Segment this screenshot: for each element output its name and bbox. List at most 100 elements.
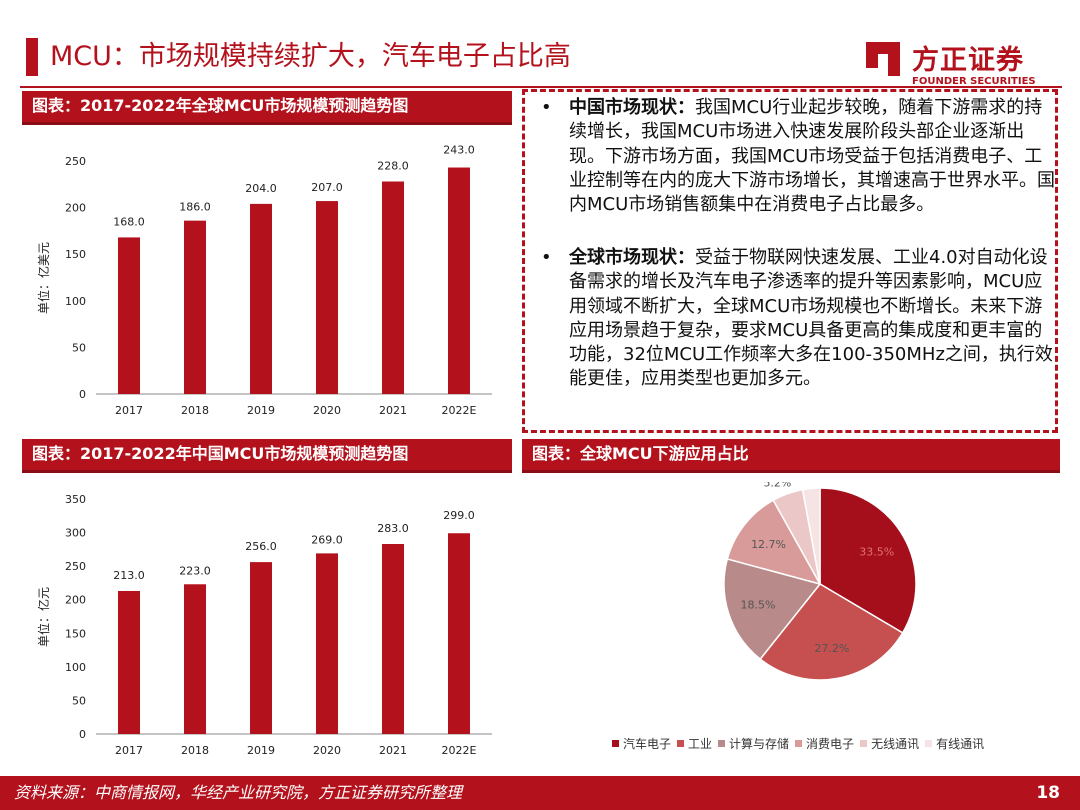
legend-item: 汽车电子 xyxy=(612,735,671,752)
x-tick-label: 2021 xyxy=(379,404,407,417)
bar xyxy=(250,562,272,734)
title-accent-bar xyxy=(26,38,38,76)
pie-slice xyxy=(723,558,822,661)
legend-label: 计算与存储 xyxy=(729,737,790,751)
legend-label: 工业 xyxy=(688,737,713,751)
logo-subtitle: FOUNDER SECURITIES xyxy=(912,76,1036,87)
y-tick-label: 200 xyxy=(65,594,86,607)
pie-data-label: 33.5% xyxy=(859,546,894,559)
page-number: 18 xyxy=(1036,783,1060,803)
data-label: 186.0 xyxy=(179,201,211,214)
bar xyxy=(382,543,404,734)
china-market-heading: 中国市场现状： xyxy=(569,97,695,118)
global-mcu-bar-chart: 0 50 100 150 200 250 单位：亿美元 2017 168.0 2018 186.0 2… xyxy=(36,144,492,417)
bar xyxy=(448,533,470,734)
y-tick-label: 350 xyxy=(65,493,86,506)
legend-swatch xyxy=(612,740,619,747)
pie-slice xyxy=(801,487,821,585)
china-market-text: 我国MCU行业起步较晚，随着下游需求的持续增长，我国MCU市场进入快速发展阶段头… xyxy=(569,97,1055,216)
legend-item: 消费电子 xyxy=(795,735,854,752)
mcu-application-pie-chart: 33.5%27.2%18.5%12.7%5.2%2.9% xyxy=(723,482,917,681)
data-label: 256.0 xyxy=(245,540,277,553)
x-tick-label: 2022E xyxy=(442,404,477,417)
legend-item: 无线通讯 xyxy=(860,735,919,752)
data-label: 269.0 xyxy=(311,533,343,546)
x-tick-label: 2019 xyxy=(247,744,275,757)
data-label: 207.0 xyxy=(311,181,343,194)
x-tick-label: 2018 xyxy=(181,404,209,417)
y-tick-label: 300 xyxy=(65,527,86,540)
bar xyxy=(184,584,206,734)
y-tick-label: 250 xyxy=(65,155,86,168)
legend-label: 汽车电子 xyxy=(623,737,672,751)
y-tick-label: 250 xyxy=(65,560,86,573)
bar xyxy=(250,203,272,394)
y-tick-label: 150 xyxy=(65,627,86,640)
legend-label: 消费电子 xyxy=(806,737,855,751)
bar xyxy=(184,220,206,394)
legend-swatch xyxy=(860,740,868,747)
legend-label: 有线通讯 xyxy=(936,737,985,751)
bar xyxy=(316,553,338,734)
title-divider xyxy=(20,86,1062,88)
pie-slice xyxy=(759,583,904,681)
y-tick-label: 100 xyxy=(65,661,86,674)
bullet-dot: • xyxy=(541,247,552,268)
legend-swatch xyxy=(925,740,933,747)
legend-swatch xyxy=(795,740,803,747)
legend-item: 工业 xyxy=(677,735,712,752)
y-tick-label: 150 xyxy=(65,248,86,261)
y-axis-label: 单位：亿美元 xyxy=(36,242,51,314)
legend-item: 有线通讯 xyxy=(925,735,984,752)
bar xyxy=(316,201,338,394)
y-tick-label: 100 xyxy=(65,295,86,308)
legend-swatch xyxy=(677,740,685,747)
x-tick-label: 2019 xyxy=(247,404,275,417)
bar xyxy=(118,237,140,394)
company-logo: 方正证券 FOUNDER SECURITIES xyxy=(862,36,1052,90)
data-label: 299.0 xyxy=(443,509,475,522)
x-tick-label: 2020 xyxy=(313,744,341,757)
bullet-dot: • xyxy=(541,97,552,118)
x-tick-label: 2017 xyxy=(115,744,143,757)
logo-mark-icon xyxy=(866,42,900,76)
bar xyxy=(382,181,404,394)
y-axis-label: 单位：亿元 xyxy=(36,587,51,647)
footer-bar: 资料来源：中商情报网，华经产业研究院，方正证券研究所整理 18 xyxy=(0,776,1080,810)
global-market-heading: 全球市场现状： xyxy=(569,247,695,268)
logo-name: 方正证券 xyxy=(912,45,1024,76)
legend-item: 计算与存储 xyxy=(718,735,789,752)
data-label: 204.0 xyxy=(245,182,277,195)
legend-label: 无线通讯 xyxy=(871,737,920,751)
bar xyxy=(448,167,470,394)
data-label: 283.0 xyxy=(377,522,409,535)
x-tick-label: 2020 xyxy=(313,404,341,417)
china-chart-title: 图表：2017-2022年中国MCU市场规模预测趋势图 xyxy=(22,439,512,473)
pie-data-label: 18.5% xyxy=(741,598,776,611)
data-label: 243.0 xyxy=(443,144,475,157)
global-market-text: 受益于物联网快速发展、工业4.0对自动化设备需求的增长及汽车电子渗透率的提升等因… xyxy=(569,247,1053,390)
china-mcu-bar-chart: 0 50 100 150 200 250 300 350 单位：亿元 2017 213.0 2018 2… xyxy=(36,493,492,757)
y-tick-label: 50 xyxy=(72,694,86,707)
x-tick-label: 2018 xyxy=(181,744,209,757)
x-tick-label: 2021 xyxy=(379,744,407,757)
pie-slice xyxy=(726,499,822,586)
pie-data-label: 27.2% xyxy=(814,642,849,655)
pie-legend: 汽车电子 工业 计算与存储 消费电子 无线通讯 有线通讯 xyxy=(612,735,990,752)
y-tick-label: 0 xyxy=(79,728,86,741)
pie-chart-title: 图表：全球MCU下游应用占比 xyxy=(522,439,1060,473)
x-tick-label: 2017 xyxy=(115,404,143,417)
data-label: 213.0 xyxy=(113,569,145,582)
pie-data-label: 12.7% xyxy=(751,538,786,551)
y-tick-label: 200 xyxy=(65,202,86,215)
market-status-textbox: • 中国市场现状：我国MCU行业起步较晚，随着下游需求的持续增长，我国MCU市场… xyxy=(522,89,1058,433)
pie-data-label: 5.2% xyxy=(763,482,791,489)
bar xyxy=(118,590,140,734)
source-note: 资料来源：中商情报网，华经产业研究院，方正证券研究所整理 xyxy=(14,783,463,802)
legend-swatch xyxy=(718,740,726,747)
y-tick-label: 50 xyxy=(72,341,86,354)
data-label: 223.0 xyxy=(179,564,211,577)
page-title: MCU：市场规模持续扩大，汽车电子占比高 xyxy=(50,41,571,72)
x-tick-label: 2022E xyxy=(442,744,477,757)
global-chart-title: 图表：2017-2022年全球MCU市场规模预测趋势图 xyxy=(22,91,512,125)
